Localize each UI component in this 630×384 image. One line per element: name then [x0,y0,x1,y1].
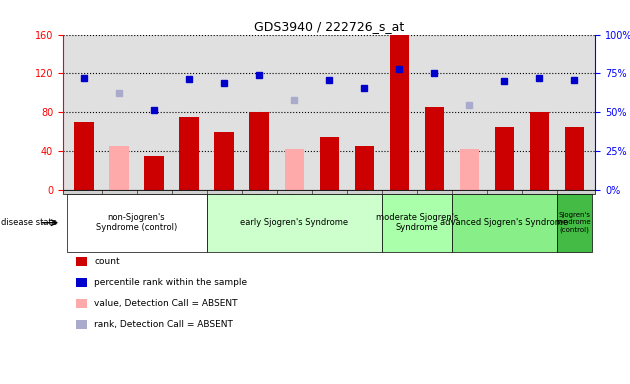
Bar [249,113,269,190]
Title: GDS3940 / 222726_s_at: GDS3940 / 222726_s_at [254,20,404,33]
Text: disease state: disease state [1,218,57,227]
Bar [285,149,304,190]
Text: percentile rank within the sample: percentile rank within the sample [94,278,248,287]
Bar [144,156,164,190]
Bar [74,122,94,190]
Text: advanced Sjogren's Syndrome: advanced Sjogren's Syndrome [440,218,568,227]
Text: early Sjogren's Syndrome: early Sjogren's Syndrome [240,218,348,227]
Text: Sjogren's
syndrome
(control): Sjogren's syndrome (control) [557,212,592,233]
Bar [389,35,409,190]
Bar [319,137,339,190]
Bar [460,149,479,190]
Text: moderate Sjogren's
Syndrome: moderate Sjogren's Syndrome [375,213,458,232]
Bar [495,127,514,190]
Text: count: count [94,257,120,266]
Bar [564,127,584,190]
Bar [214,132,234,190]
Bar [110,146,129,190]
Text: rank, Detection Call = ABSENT: rank, Detection Call = ABSENT [94,320,233,329]
Bar [425,108,444,190]
Bar [355,146,374,190]
Bar [180,117,198,190]
Bar [530,113,549,190]
Text: value, Detection Call = ABSENT: value, Detection Call = ABSENT [94,299,238,308]
Text: non-Sjogren's
Syndrome (control): non-Sjogren's Syndrome (control) [96,213,177,232]
